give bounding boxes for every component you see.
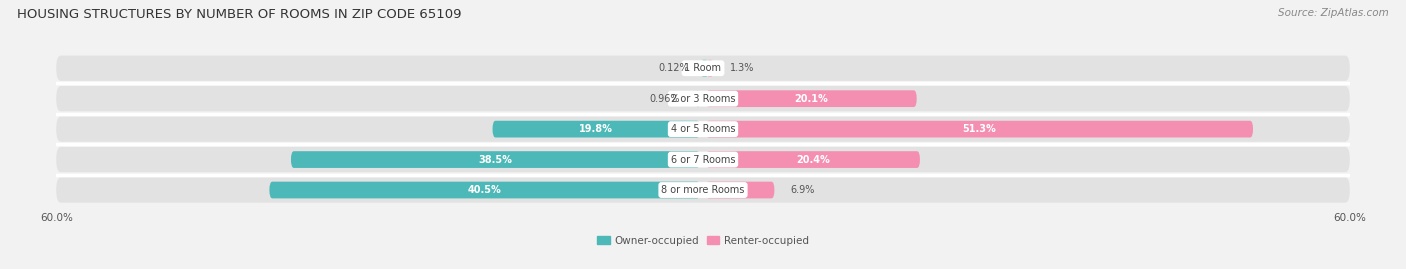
Text: Source: ZipAtlas.com: Source: ZipAtlas.com <box>1278 8 1389 18</box>
FancyBboxPatch shape <box>702 60 707 77</box>
FancyBboxPatch shape <box>56 147 1350 172</box>
Text: 8 or more Rooms: 8 or more Rooms <box>661 185 745 195</box>
FancyBboxPatch shape <box>291 151 700 168</box>
Text: 1.3%: 1.3% <box>730 63 755 73</box>
Text: 0.96%: 0.96% <box>650 94 679 104</box>
Text: 4 or 5 Rooms: 4 or 5 Rooms <box>671 124 735 134</box>
Text: 6.9%: 6.9% <box>790 185 814 195</box>
FancyBboxPatch shape <box>492 121 700 137</box>
FancyBboxPatch shape <box>56 86 1350 111</box>
Text: 19.8%: 19.8% <box>579 124 613 134</box>
Text: 38.5%: 38.5% <box>478 155 512 165</box>
Text: 20.1%: 20.1% <box>794 94 828 104</box>
FancyBboxPatch shape <box>706 182 775 199</box>
FancyBboxPatch shape <box>706 90 917 107</box>
FancyBboxPatch shape <box>706 60 714 77</box>
FancyBboxPatch shape <box>56 177 1350 203</box>
Text: 2 or 3 Rooms: 2 or 3 Rooms <box>671 94 735 104</box>
Text: 51.3%: 51.3% <box>963 124 997 134</box>
FancyBboxPatch shape <box>706 121 1253 137</box>
Text: HOUSING STRUCTURES BY NUMBER OF ROOMS IN ZIP CODE 65109: HOUSING STRUCTURES BY NUMBER OF ROOMS IN… <box>17 8 461 21</box>
FancyBboxPatch shape <box>270 182 700 199</box>
Text: 6 or 7 Rooms: 6 or 7 Rooms <box>671 155 735 165</box>
Text: 40.5%: 40.5% <box>468 185 502 195</box>
FancyBboxPatch shape <box>696 90 700 107</box>
FancyBboxPatch shape <box>706 151 920 168</box>
Legend: Owner-occupied, Renter-occupied: Owner-occupied, Renter-occupied <box>593 231 813 250</box>
Text: 0.12%: 0.12% <box>658 63 689 73</box>
Text: 20.4%: 20.4% <box>796 155 830 165</box>
Text: 1 Room: 1 Room <box>685 63 721 73</box>
FancyBboxPatch shape <box>56 56 1350 81</box>
FancyBboxPatch shape <box>56 116 1350 142</box>
